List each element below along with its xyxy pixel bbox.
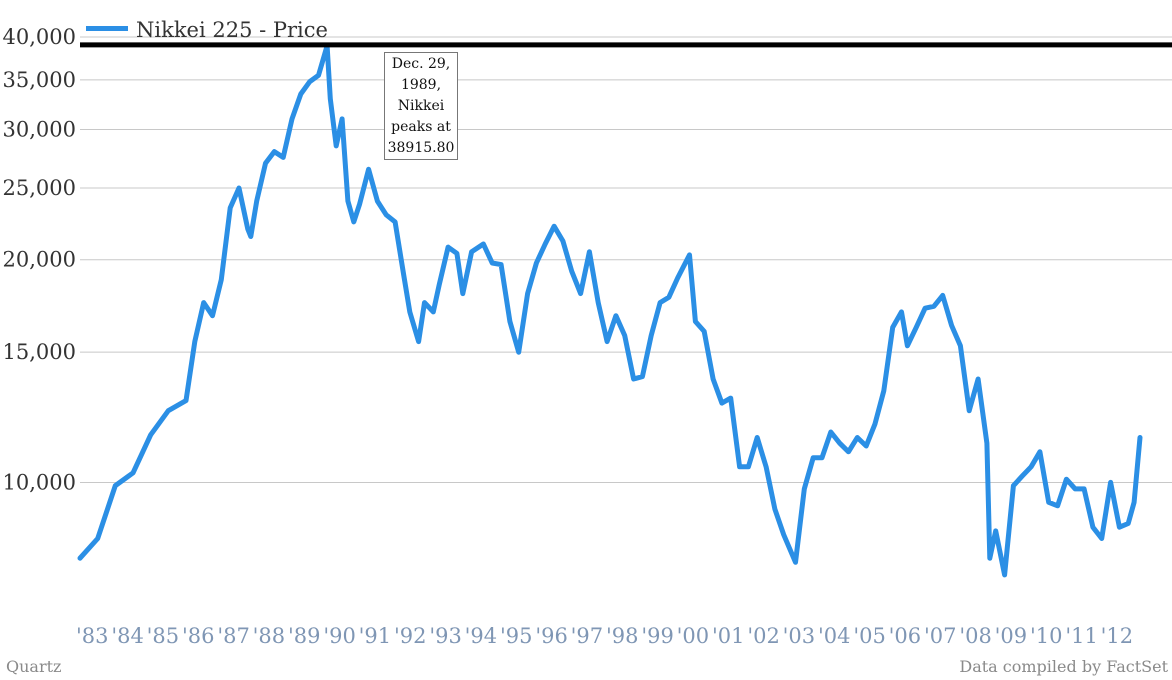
- x-tick-label: '95: [500, 624, 533, 648]
- annotation-line: 38915.80: [387, 140, 455, 156]
- series-line-nikkei: [77, 43, 1143, 578]
- x-tick-label: '91: [359, 624, 392, 648]
- x-tick-label: '97: [571, 624, 604, 648]
- x-tick-label: '83: [76, 624, 109, 648]
- x-tick-label: '06: [889, 624, 922, 648]
- annotation-line: 1989,: [400, 77, 442, 93]
- x-tick-label: '02: [747, 624, 780, 648]
- x-tick-label: '87: [217, 624, 250, 648]
- x-tick-label: '89: [288, 624, 321, 648]
- legend-swatch: [86, 26, 128, 31]
- x-tick-label: '96: [535, 624, 568, 648]
- x-tick-label: '92: [394, 624, 427, 648]
- x-tick-label: '86: [182, 624, 215, 648]
- y-tick-label: 35,000: [3, 68, 76, 92]
- x-tick-label: '01: [712, 624, 745, 648]
- y-tick-label: 15,000: [3, 340, 76, 364]
- x-tick-label: '88: [253, 624, 286, 648]
- footer-right: Data compiled by FactSet: [959, 657, 1168, 676]
- x-axis: '83'84'85'86'87'88'89'90'91'92'93'94'95 '…: [76, 624, 1133, 648]
- y-tick-label: 10,000: [3, 470, 76, 494]
- legend: Nikkei 225 - Price: [86, 18, 328, 42]
- x-tick-label: '00: [677, 624, 710, 648]
- x-tick-label: '90: [323, 624, 356, 648]
- x-tick-label: '04: [818, 624, 851, 648]
- x-tick-label: '08: [959, 624, 992, 648]
- grid-lines: [80, 36, 1172, 483]
- x-tick-label: '98: [606, 624, 639, 648]
- x-tick-label: '84: [111, 624, 144, 648]
- annotation-line: Nikkei: [397, 98, 445, 114]
- x-tick-label: '93: [429, 624, 462, 648]
- x-tick-label: '12: [1101, 624, 1134, 648]
- x-tick-label: '99: [641, 624, 674, 648]
- x-tick-label: '03: [783, 624, 816, 648]
- x-tick-label: '94: [465, 624, 498, 648]
- y-tick-label: 40,000: [3, 25, 76, 49]
- y-tick-label: 25,000: [3, 176, 76, 200]
- y-tick-label: 30,000: [3, 117, 76, 141]
- peak-annotation: Dec. 29, 1989, Nikkei peaks at 38915.80: [384, 52, 458, 160]
- y-axis: 10,000 15,000 20,000 25,000 30,000 35,000 40,0…: [3, 25, 76, 494]
- x-tick-label: '11: [1065, 624, 1098, 648]
- legend-label: Nikkei 225 - Price: [136, 18, 328, 42]
- x-tick-label: '10: [1030, 624, 1063, 648]
- annotation-line: Dec. 29,: [391, 56, 451, 72]
- x-tick-label: '05: [853, 624, 886, 648]
- annotation-line: peaks at: [391, 119, 451, 135]
- x-tick-label: '07: [924, 624, 957, 648]
- y-tick-label: 20,000: [3, 248, 76, 272]
- x-tick-label: '85: [147, 624, 180, 648]
- footer-left: Quartz: [6, 657, 61, 676]
- x-tick-label: '09: [995, 624, 1028, 648]
